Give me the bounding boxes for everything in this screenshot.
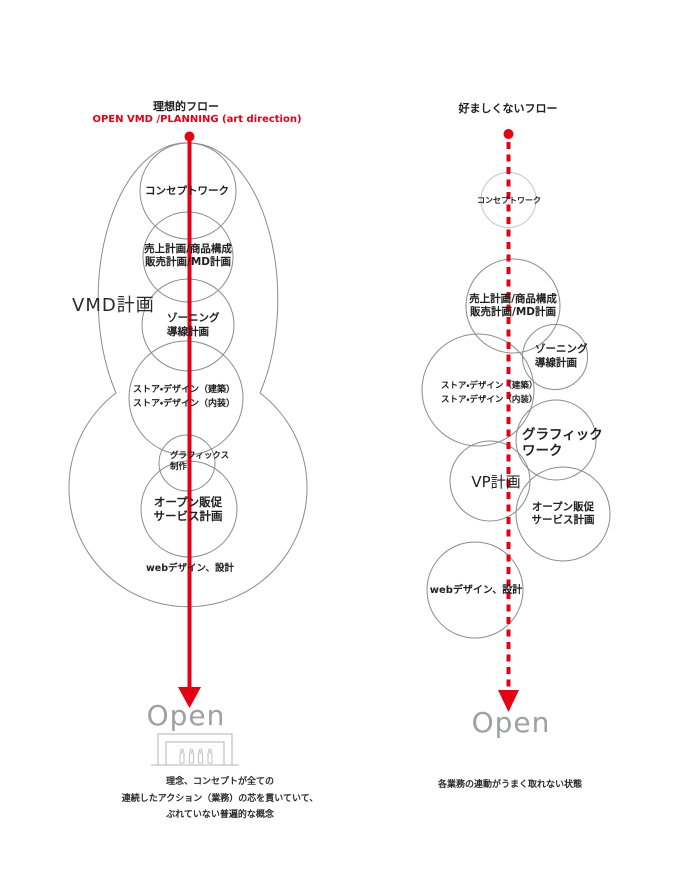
left-circle-store xyxy=(128,340,244,456)
right-node-promo-label: オープン販促 サービス計画 xyxy=(531,501,595,527)
left-caption: 理念、コンセプトが全ての 連続したアクション（業務）の芯を貫いていて、 ぶれてい… xyxy=(121,777,319,821)
right-node-concept-label: コンセプトワーク xyxy=(477,196,541,205)
right-node-zoning-label: ゾーニング 導線計画 xyxy=(535,343,588,369)
left-node-web-label: webデザイン、設計 xyxy=(146,563,234,574)
right-node-web-label: webデザイン、設計 xyxy=(429,585,523,596)
left-flow-subtitle: OPEN VMD /PLANNING (art direction) xyxy=(92,114,302,125)
left-open-label: Open xyxy=(146,699,226,732)
right-open-label: Open xyxy=(471,706,551,739)
right-circle-sales xyxy=(465,258,561,354)
right-circle-promo xyxy=(515,466,611,562)
right-caption: 各業務の連動がうまく取れない状態 xyxy=(437,780,583,790)
right-flow-title: 好ましくないフロー xyxy=(458,102,558,115)
right-start-dot xyxy=(503,129,514,139)
right-node-sales-label: 売上計画/商品構成 販売計画/MD計画 xyxy=(469,293,557,319)
right-circle-store xyxy=(421,333,535,447)
left-node-zoning-label: ゾーニング 導線計画 xyxy=(167,312,220,338)
left-node-promo-label: オープン販促 サービス計画 xyxy=(153,495,223,524)
left-start-dot xyxy=(184,131,195,142)
vmd-plan-label: VMD計画 xyxy=(72,295,155,316)
right-node-graphic-label: グラフィック ワーク xyxy=(522,427,603,459)
right-node-store-label: ストア・デザイン（建築） ストア・デザイン（内装） xyxy=(441,381,538,406)
store-icon xyxy=(151,733,239,766)
right-flow-arrow xyxy=(498,129,519,712)
left-node-store-label: ストア・デザイン（建築） ストア・デザイン（内装） xyxy=(132,385,236,410)
left-circle-graphics xyxy=(158,434,216,492)
left-arrowhead-icon xyxy=(178,687,201,708)
right-arrowhead-icon xyxy=(498,690,519,712)
left-node-concept-label: コンセプトワーク xyxy=(145,185,229,197)
right-circle-zoning xyxy=(522,324,588,390)
left-flow-arrow xyxy=(178,131,201,708)
left-node-sales-label: 売上計画/商品構成 販売計画/MD計画 xyxy=(144,243,232,269)
right-circle-graphic xyxy=(515,399,597,481)
left-node-graphics-label: グラフィックス 制作 xyxy=(170,451,230,473)
left-flow-title: 理想的フロー xyxy=(153,100,219,113)
right-circle-web xyxy=(426,541,524,639)
right-node-vp-label: VP計画 xyxy=(471,473,521,491)
